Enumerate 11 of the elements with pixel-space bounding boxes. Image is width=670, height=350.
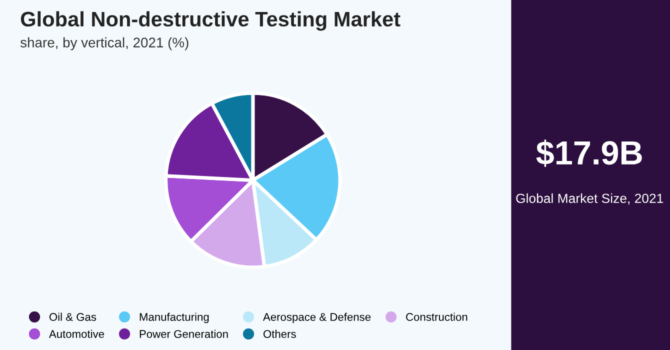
- text: Global Market Size, 2021: [516, 193, 664, 205]
- legend-label: Oil & Gas: [49, 312, 96, 321]
- chart-subtitle: share, by vertical, 2021 (%): [20, 37, 188, 50]
- legend-label: Manufacturing: [140, 312, 209, 324]
- legend-label: Power Generation: [140, 330, 228, 338]
- legend-label: Aerospace & Defense: [262, 312, 371, 324]
- legend-label: Automotive: [48, 330, 104, 338]
- chart-title: Global Non-destructive Testing Market: [20, 11, 400, 31]
- legend-label: Construction: [406, 312, 468, 321]
- legend-label: Others: [264, 330, 296, 338]
- text: $17.9B: [536, 140, 642, 167]
